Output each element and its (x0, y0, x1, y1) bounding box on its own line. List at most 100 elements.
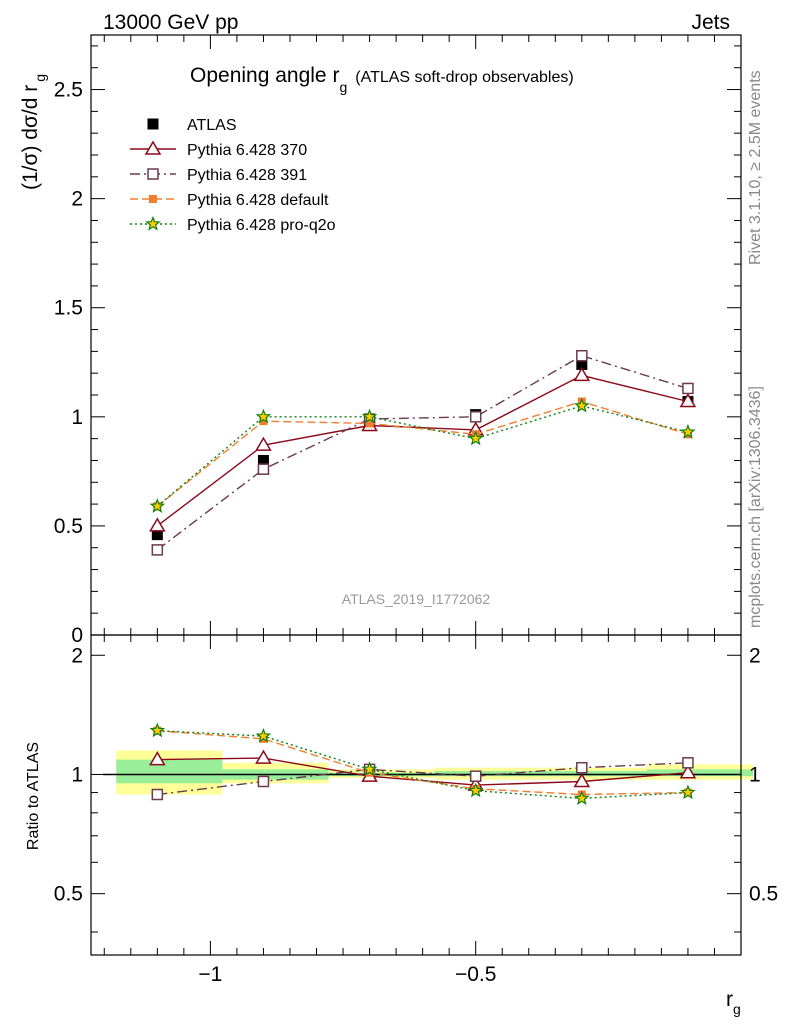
legend-label-1: Pythia 6.428 370 (187, 142, 307, 159)
legend-label-4: Pythia 6.428 pro-q2o (187, 217, 336, 234)
legend-entry-0: ATLAS (147, 117, 237, 134)
ratio-point-3-3 (467, 782, 484, 798)
mcplots-side-text: mcplots.cern.ch [arXiv:1306.3436] (747, 386, 764, 628)
ratio-xlabel-main: r (726, 988, 733, 1011)
main-point-3-1 (259, 417, 268, 426)
main-ytick-label: 2.5 (54, 79, 83, 102)
ratio-series-line-3 (157, 730, 688, 800)
ratio-ytick-label-left: 0.5 (54, 883, 83, 906)
main-series-line-2 (156, 354, 689, 551)
main-point-2-1 (257, 463, 270, 475)
main-series-line-4 (156, 405, 689, 507)
main-point-2-4 (576, 349, 588, 362)
legend-entry-3: Pythia 6.428 default (130, 192, 329, 209)
ratio-point-1-1 (257, 775, 270, 788)
ratio-point-3-0 (149, 722, 166, 738)
main-point-1-1 (255, 436, 272, 451)
ratio-point-3-2 (361, 761, 378, 776)
legend-entry-4: Pythia 6.428 pro-q2o (130, 215, 336, 234)
main-point-2-5 (682, 382, 694, 395)
main-point-4-4 (574, 397, 590, 413)
ratio-series-3 (149, 722, 696, 806)
main-series-3 (153, 397, 692, 511)
ratio-ytick-label-left: 2 (71, 644, 83, 667)
ratio-band-green-0 (116, 759, 223, 784)
legend-entry-1: Pythia 6.428 370 (130, 140, 307, 159)
ratio-point-0-0 (149, 751, 166, 766)
rivet-side-label: Rivet 3.1.10, ≥ 2.5M events (747, 70, 764, 265)
main-point-0-1 (257, 454, 269, 466)
main-point-1-4 (573, 366, 591, 382)
ratio-point-1-0 (151, 788, 164, 801)
ratio-ytick-label-right: 2 (749, 644, 761, 667)
main-ytick-label: 0 (71, 624, 83, 647)
main-series-1 (149, 366, 697, 532)
ratio-point-0-1 (255, 749, 272, 764)
ratio-band-green-5 (646, 769, 753, 777)
ratio-xtick-label: −0.5 (455, 963, 496, 986)
main-title: Opening angle rg (ATLAS soft-drop observa… (190, 64, 574, 95)
main-point-4-5 (680, 423, 696, 439)
analysis-watermark: ATLAS_2019_I1772062 (342, 591, 491, 607)
legend-marker-0 (147, 118, 159, 130)
main-series-line-1 (156, 374, 689, 527)
mcplots-side-label: mcplots.cern.ch [arXiv:1306.3436] (747, 386, 764, 628)
legend-marker-3 (149, 195, 157, 203)
legend-marker-2 (147, 168, 159, 180)
ratio-point-0-5 (679, 764, 697, 779)
ratio-point-0-4 (573, 772, 591, 788)
main-series-0 (151, 358, 694, 541)
main-ytick-label: 1.5 (54, 297, 83, 320)
ratio-ytick-label-left: 1 (71, 763, 83, 786)
legend-label-2: Pythia 6.428 391 (187, 167, 307, 184)
ratio-ylabel: Ratio to ATLAS (25, 742, 42, 850)
main-ylabel-main: (1/σ) dσ/d r (19, 85, 42, 190)
main-ytick-label: 1 (71, 406, 83, 429)
legend-entry-2: Pythia 6.428 391 (130, 167, 307, 184)
header-left: 13000 GeV pp (103, 11, 238, 34)
ratio-band-green-4 (540, 771, 647, 777)
main-ylabel: (1/σ) dσ/d r g (19, 74, 48, 190)
svg-text:(1/σ) dσ/d rg: (1/σ) dσ/d r g (19, 74, 48, 190)
main-point-3-2 (365, 419, 374, 428)
rivet-side-text: Rivet 3.1.10, ≥ 2.5M events (747, 70, 764, 265)
legend-marker-1 (144, 140, 162, 155)
main-point-0-4 (576, 358, 588, 370)
main-ytick-label: 2 (71, 188, 83, 211)
main-point-2-0 (151, 544, 164, 556)
ratio-xlabel: rg (726, 988, 741, 1017)
ratio-panel: −1 −0.5 0.5 0.5 1 1 2 2 Ratio to ATLAS rg (25, 634, 778, 1017)
main-series-4 (149, 397, 696, 513)
ratio-series-2 (153, 726, 692, 799)
ratio-series-line-1 (157, 762, 688, 796)
ratio-point-1-4 (576, 761, 588, 774)
ratio-point-3-4 (574, 790, 590, 806)
main-point-4-3 (467, 430, 484, 446)
ratio-band-green-3 (434, 771, 541, 777)
ratio-point-3-1 (255, 727, 272, 743)
main-series-2 (151, 349, 694, 556)
legend: ATLAS Pythia 6.428 370 Pythia 6.428 391 Pyt… (130, 117, 336, 234)
ratio-point-1-5 (682, 757, 694, 769)
main-title-main: Opening angle r (190, 64, 339, 87)
ratio-frame (90, 634, 742, 956)
main-title-suffix: (ATLAS soft-drop observables) (355, 69, 573, 86)
legend-marker-4 (145, 215, 161, 231)
main-point-4-2 (361, 408, 378, 424)
ratio-xlabel-sub: g (733, 1001, 741, 1017)
main-point-4-0 (149, 498, 166, 513)
legend-label-3: Pythia 6.428 default (187, 192, 329, 209)
main-title-sub: g (339, 79, 347, 95)
header-right: Jets (691, 11, 730, 34)
ratio-ytick-label-right: 0.5 (749, 883, 778, 906)
ratio-xtick-label: −1 (198, 963, 222, 986)
main-point-1-0 (149, 517, 166, 532)
main-point-1-5 (679, 393, 697, 408)
ratio-point-3-5 (680, 784, 696, 800)
main-ytick-label: 0.5 (54, 515, 83, 538)
ratio-point-1-3 (469, 770, 482, 782)
main-point-2-3 (469, 411, 482, 423)
main-panel: 0 0.5 1 1.5 2 2.5 Opening angle rg (ATLAS soft… (19, 34, 742, 647)
main-series-line-3 (156, 400, 689, 507)
